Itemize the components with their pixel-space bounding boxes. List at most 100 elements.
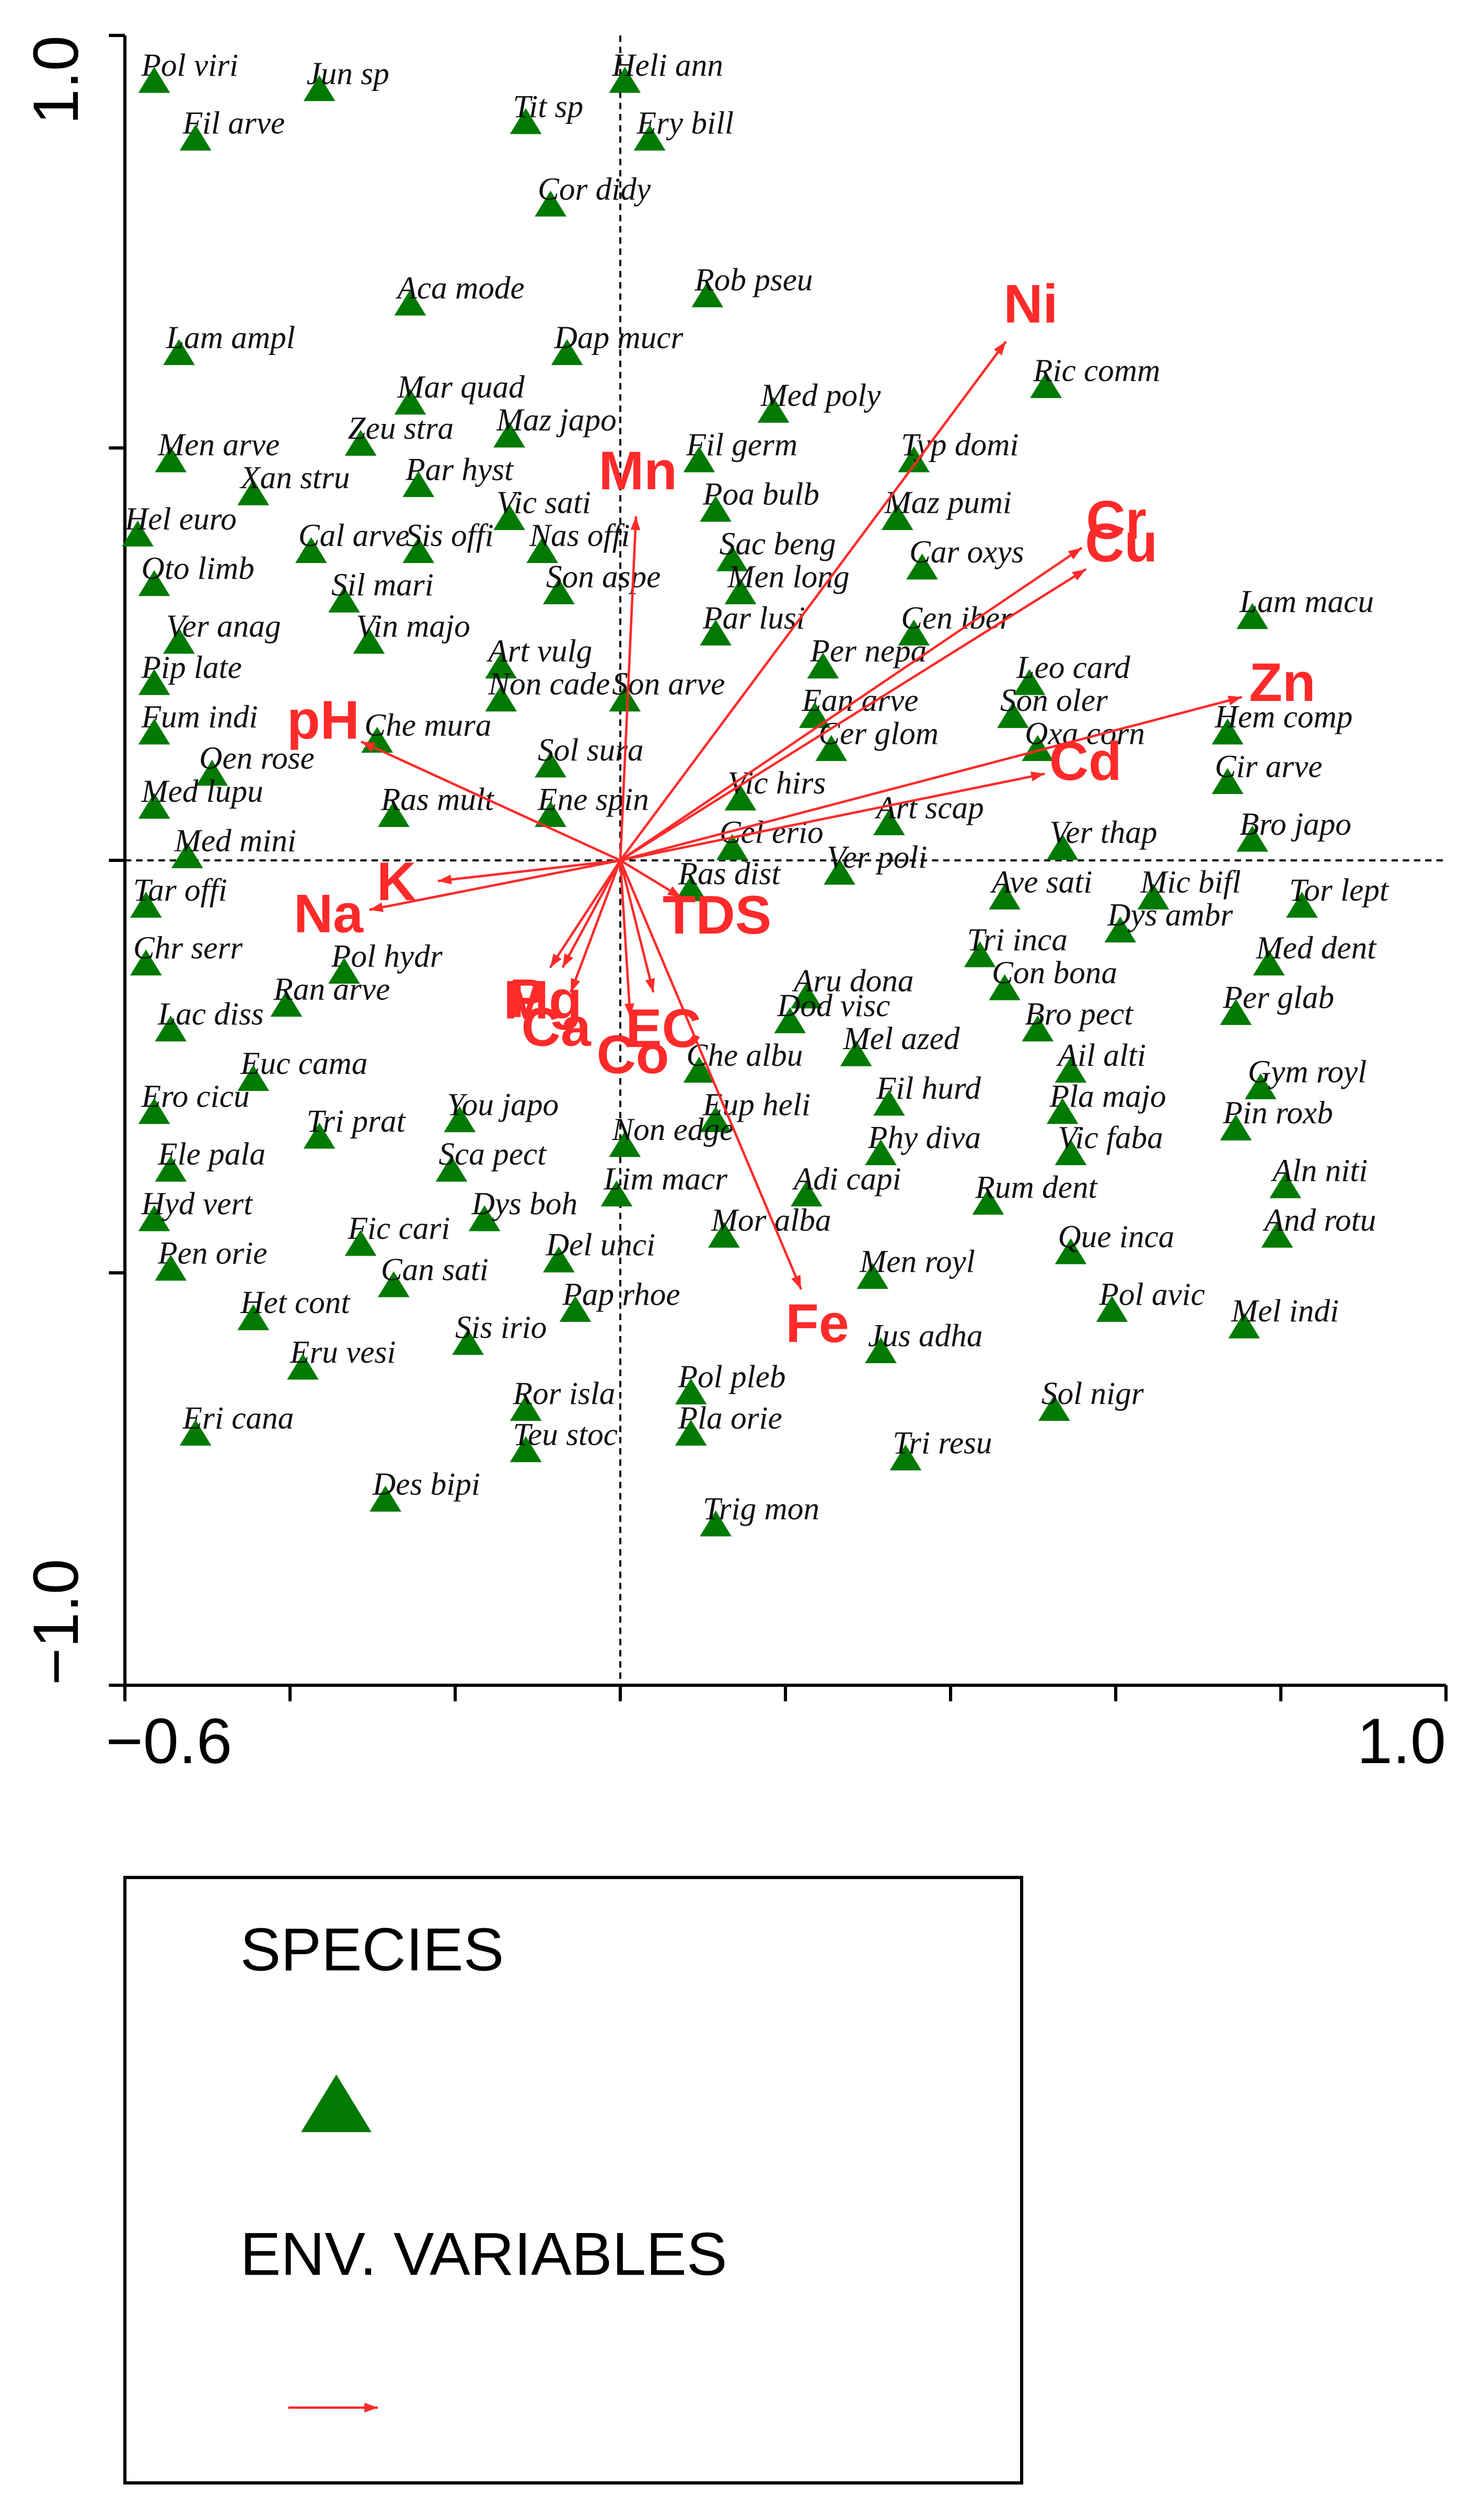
species-point: [1055, 1238, 1087, 1264]
species-label: Che albu: [686, 1038, 803, 1073]
env-arrow: [620, 772, 1045, 862]
species-point: [542, 578, 575, 604]
species-label: Ran arve: [273, 972, 390, 1007]
species-point: [402, 471, 435, 497]
species-label: Con bona: [992, 955, 1117, 991]
species-label: Ras dist: [678, 856, 782, 892]
env-label: Zn: [1249, 652, 1315, 713]
species-point: [493, 504, 525, 530]
species-label: Pin roxb: [1222, 1095, 1333, 1131]
species-label: Adi capi: [792, 1161, 901, 1196]
env-arrow: [619, 546, 1083, 861]
species-label: Med dent: [1256, 930, 1378, 966]
species-point: [287, 1353, 319, 1380]
species-point: [353, 628, 385, 654]
species-label: Oxa corn: [1025, 716, 1145, 751]
species-point: [972, 1189, 1004, 1215]
species-label: Teu stoc: [513, 1417, 618, 1453]
species-point: [510, 108, 542, 134]
species-point: [1228, 1312, 1260, 1339]
species-label: Dys ambr: [1107, 897, 1233, 933]
env-arrow: [619, 860, 634, 1017]
species-point: [791, 1180, 823, 1207]
species-point: [535, 190, 566, 217]
species-label: Ror isla: [513, 1376, 616, 1411]
species-point: [873, 1089, 905, 1116]
species-point: [724, 578, 757, 604]
species-point: [1211, 718, 1244, 745]
species-label: Pap rhoe: [562, 1276, 680, 1312]
species-label: Ras mult: [380, 782, 495, 818]
species-point: [757, 397, 790, 423]
env-arrow: [619, 340, 1007, 861]
species-point: [444, 1106, 476, 1132]
species-point: [237, 1304, 270, 1330]
species-label: Het cont: [240, 1285, 351, 1320]
env-arrow: [619, 859, 682, 899]
species-point: [1269, 1172, 1302, 1199]
legend-marker: [288, 2402, 378, 2413]
species-point: [1046, 1098, 1079, 1124]
species-point: [691, 281, 724, 307]
species-label: Mar quad: [397, 370, 525, 405]
species-label: Cir arve: [1215, 749, 1323, 784]
species-point: [526, 537, 559, 563]
species-point: [138, 66, 170, 93]
species-label: Vic faba: [1058, 1120, 1163, 1156]
species-point: [700, 496, 732, 522]
species-label: Par lusi: [702, 600, 805, 636]
species-label: Aca mode: [395, 270, 524, 306]
species-point: [394, 290, 426, 316]
species-point: [1055, 1056, 1087, 1083]
species-label: Art vulg: [486, 634, 592, 669]
species-label: Mic bifl: [1140, 864, 1241, 900]
species-label: Tri inca: [967, 922, 1068, 958]
species-label: Ery bill: [636, 106, 734, 141]
species-label: Del unci: [546, 1227, 655, 1263]
species-point: [155, 446, 187, 473]
species-point: [1261, 1222, 1293, 1248]
species-label: Ver anag: [166, 608, 281, 644]
env-arrow: [561, 859, 622, 969]
species-label: Euc cama: [240, 1046, 367, 1081]
species-label: And rotu: [1262, 1202, 1376, 1238]
species-point: [1096, 1296, 1128, 1322]
species-point: [840, 1040, 872, 1066]
species-label: Oen rose: [199, 741, 315, 776]
species-point: [1245, 1073, 1277, 1099]
species-point: [510, 1436, 542, 1463]
env-arrow: [620, 695, 1243, 862]
species-label: Per glab: [1222, 980, 1334, 1015]
species-label: Par hyst: [405, 452, 514, 487]
env-label: Cr: [1086, 490, 1147, 551]
env-label: Cd: [1049, 731, 1122, 792]
species-label: Non edge: [611, 1112, 734, 1147]
species-point: [535, 751, 566, 778]
species-label: Ero cicu: [141, 1079, 250, 1114]
species-point: [708, 1222, 740, 1248]
species-label: You japo: [447, 1087, 559, 1122]
species-point: [774, 1007, 806, 1033]
species-point: [600, 1180, 633, 1207]
species-point: [535, 801, 566, 827]
species-label: Med lupu: [141, 774, 263, 809]
species-point: [196, 760, 228, 786]
legend-marker: [301, 2074, 372, 2132]
species-label: Maz pumi: [884, 485, 1012, 520]
species-label: Med mini: [174, 823, 296, 858]
species-label: Nas offi: [529, 518, 630, 554]
species-point: [542, 1246, 575, 1273]
env-label: Cu: [1085, 513, 1158, 573]
species-label: Sol sura: [538, 732, 644, 768]
species-label: Pol pleb: [678, 1359, 786, 1395]
species-point: [716, 834, 748, 860]
species-label: Sol nigr: [1041, 1376, 1144, 1411]
species-label: Ver thap: [1050, 815, 1158, 850]
species-label: Tar offi: [133, 872, 227, 908]
species-label: Son arve: [612, 666, 725, 702]
species-label: Can sati: [381, 1252, 489, 1287]
species-label: Pla orie: [678, 1400, 782, 1436]
species-point: [791, 982, 823, 1009]
species-point: [303, 1122, 335, 1149]
